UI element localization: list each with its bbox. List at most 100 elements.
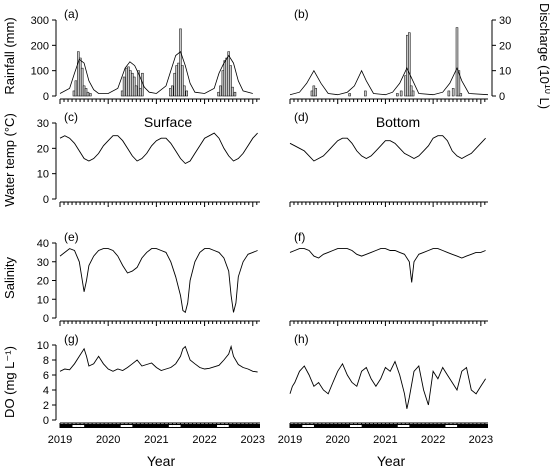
ylabel-salinity: Salinity: [2, 257, 17, 299]
rain-bar: [86, 91, 90, 97]
y-tick-label: 0: [499, 91, 505, 103]
rain-bar: [455, 27, 459, 97]
y-tick-label: 10: [37, 340, 49, 352]
rain-bar: [80, 67, 84, 97]
panel-b: (b) 0 10 20 30: [289, 7, 511, 104]
season-mark: [302, 425, 307, 427]
y-tick-label: 10: [37, 294, 49, 306]
ylabel-discharge: Discharge (1010 L): [537, 3, 550, 109]
rain-bar: [171, 85, 174, 97]
season-mark: [401, 425, 406, 427]
rain-bar: [229, 65, 232, 97]
rain-bar: [447, 90, 451, 97]
panel-c: (c) 0 10 20 30: [37, 110, 260, 207]
season-mark: [397, 425, 402, 427]
x-tick-label: 2020: [325, 434, 349, 446]
rain-bar: [348, 93, 351, 97]
rain-bar: [122, 76, 126, 97]
season-mark: [76, 425, 81, 427]
panel-f: (f): [289, 230, 488, 326]
discharge-curve: [289, 67, 489, 96]
season-mark: [120, 425, 125, 427]
x-tick-label: 2020: [96, 434, 120, 446]
series-line: [59, 248, 258, 314]
panel-e: (e) 0 10 20 30 40: [37, 230, 260, 326]
ylabel-water-temp: Water temp (°C): [2, 113, 17, 207]
rain-bar: [459, 93, 463, 97]
x-tick-label: 2023: [469, 434, 493, 446]
season-mark: [357, 425, 362, 427]
season-band: [60, 424, 260, 428]
season-band: [290, 424, 488, 428]
rain-bar: [314, 88, 318, 97]
season-mark: [445, 425, 450, 427]
rain-bar: [231, 86, 234, 97]
x-tick-label: 2022: [421, 434, 445, 446]
y-tick-label: 10: [37, 169, 49, 181]
season-mark: [306, 425, 311, 427]
title-surface: Surface: [144, 114, 192, 130]
y-tick-label: 30: [37, 118, 49, 130]
ylabel-do: DO (mg L⁻¹): [2, 346, 17, 418]
rain-bar: [399, 90, 403, 97]
y-tick-label: 4: [43, 385, 49, 397]
xlabel-left: Year: [147, 453, 176, 469]
series-line: [289, 248, 486, 283]
rain-bar: [137, 70, 140, 97]
panel-label: (g): [64, 332, 79, 346]
ylabel-rainfall: Rainfall (mm): [2, 17, 17, 94]
rain-bar: [219, 85, 222, 97]
y-tick-label: 0: [43, 91, 49, 103]
x-tick-label: 2021: [144, 434, 168, 446]
y-tick-label: 30: [499, 15, 511, 27]
season-mark: [350, 425, 355, 427]
series-line: [289, 135, 486, 162]
season-mark: [405, 425, 410, 427]
season-mark: [72, 425, 77, 427]
panel-label: (b): [294, 7, 309, 21]
panel-label: (f): [294, 230, 305, 244]
season-mark: [80, 425, 85, 427]
rain-bar: [185, 90, 189, 97]
rain-bar: [396, 93, 399, 97]
season-mark: [453, 425, 458, 427]
series-line: [59, 132, 258, 165]
panel-label: (d): [294, 110, 309, 124]
rain-bar: [74, 80, 78, 97]
rain-bar: [181, 65, 184, 97]
y-tick-label: 2: [43, 400, 49, 412]
y-tick-label: 200: [31, 40, 49, 52]
panel-label: (a): [64, 7, 79, 21]
y-tick-label: 20: [499, 40, 511, 52]
y-tick-label: 100: [31, 66, 49, 78]
season-mark: [128, 425, 133, 427]
panel-a: (a) 0 100 200 300: [31, 7, 260, 104]
panel-label: (e): [64, 230, 79, 244]
season-mark: [220, 425, 225, 427]
rain-bar: [183, 85, 186, 97]
x-tick-label: 2022: [192, 434, 216, 446]
season-mark: [309, 425, 314, 427]
y-tick-label: 10: [499, 66, 511, 78]
season-mark: [217, 425, 222, 427]
panel-label: (c): [64, 110, 78, 124]
season-mark: [168, 425, 173, 427]
rain-bar: [457, 70, 461, 97]
y-tick-label: 20: [37, 143, 49, 155]
rain-bar: [411, 90, 415, 97]
rain-bar: [364, 90, 367, 97]
season-mark: [353, 425, 358, 427]
title-bottom: Bottom: [376, 114, 420, 130]
x-tick-label: 2019: [278, 434, 302, 446]
y-tick-label: 6: [43, 370, 49, 382]
panel-g: (g) 0 2 4 6 8 10: [37, 332, 260, 428]
y-tick-label: 30: [37, 257, 49, 269]
season-mark: [172, 425, 177, 427]
season-mark: [124, 425, 129, 427]
panel-d: (d): [289, 110, 488, 207]
series-line: [59, 344, 258, 373]
x-tick-label: 2023: [241, 434, 265, 446]
series-line: [289, 360, 486, 409]
season-mark: [224, 425, 229, 427]
